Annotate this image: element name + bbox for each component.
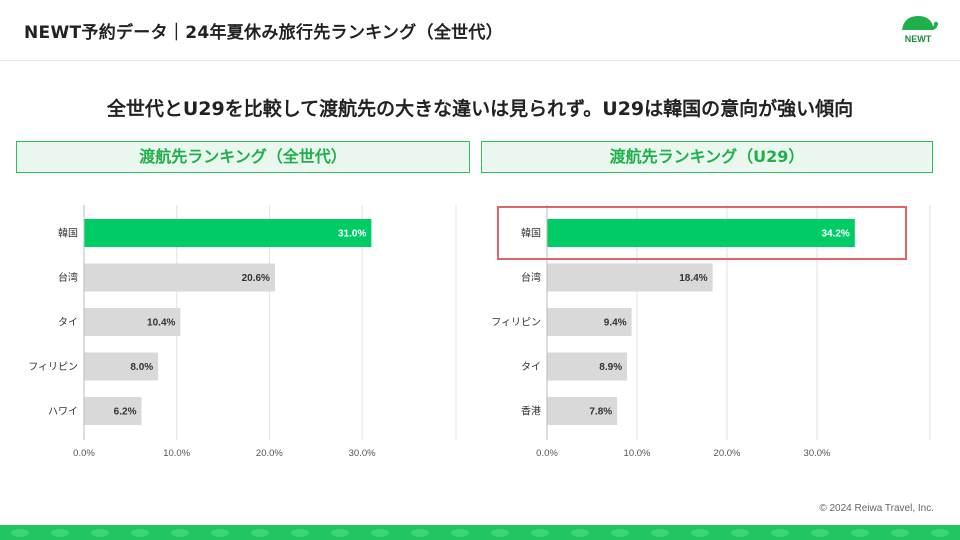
value-label: 8.0% <box>130 362 153 373</box>
turtle-pattern-icon <box>371 529 389 537</box>
turtle-pattern-icon <box>91 529 109 537</box>
turtle-pattern-icon <box>251 529 269 537</box>
category-label: タイ <box>58 317 78 329</box>
bar <box>84 308 181 336</box>
x-tick-label: 0.0% <box>536 448 558 459</box>
bar <box>547 352 628 381</box>
value-label: 18.4% <box>679 273 707 284</box>
turtle-pattern-icon <box>691 529 709 537</box>
footer-band-fill <box>0 525 960 540</box>
value-label: 10.4% <box>147 318 175 329</box>
value-label: 9.4% <box>604 318 627 329</box>
turtle-pattern-icon <box>411 529 429 537</box>
turtle-pattern-icon <box>291 529 309 537</box>
category-label: 台湾 <box>58 271 78 284</box>
turtle-pattern-icon <box>211 529 229 537</box>
turtle-icon <box>902 16 939 30</box>
footer-band <box>0 525 960 540</box>
copyright: © 2024 Reiwa Travel, Inc. <box>819 503 934 514</box>
turtle-pattern-icon <box>11 529 29 537</box>
turtle-pattern-icon <box>331 529 349 537</box>
bar <box>547 219 855 247</box>
bar <box>84 352 159 381</box>
turtle-pattern-icon <box>931 529 949 537</box>
value-label: 7.8% <box>589 407 612 418</box>
page-title: NEWT予約データ｜24年夏休み旅行先ランキング（全世代） <box>24 23 504 43</box>
value-label: 34.2% <box>821 229 849 240</box>
turtle-pattern-icon <box>131 529 149 537</box>
category-label: ハワイ <box>48 407 78 418</box>
headline: 全世代とU29を比較して渡航先の大きな違いは見られず。U29は韓国の意向が強い傾… <box>106 98 854 120</box>
newt-logo: NEWT <box>896 12 940 48</box>
x-tick-label: 30.0% <box>349 448 376 459</box>
header-bar: NEWT予約データ｜24年夏休み旅行先ランキング（全世代） NEWT <box>0 0 960 61</box>
turtle-pattern-icon <box>891 529 909 537</box>
highlight-box <box>497 206 907 260</box>
x-tick-label: 10.0% <box>163 448 190 459</box>
category-label: フィリピン <box>491 317 541 329</box>
category-label: フィリピン <box>28 361 78 373</box>
x-tick-label: 0.0% <box>73 448 95 459</box>
value-label: 20.6% <box>242 273 270 284</box>
x-tick-label: 30.0% <box>804 448 831 459</box>
value-label: 6.2% <box>114 407 137 418</box>
turtle-pattern-icon <box>531 529 549 537</box>
category-label: 韓国 <box>521 228 541 240</box>
chart-u29: 0.0% 10.0% 20.0% 30.0% 韓国 34.2% 台湾 18.4% フィリピン 9.… <box>491 205 931 459</box>
turtle-pattern-icon <box>51 529 69 537</box>
x-tick-label: 10.0% <box>624 448 651 459</box>
logo-text: NEWT <box>904 34 932 44</box>
turtle-pattern-icon <box>171 529 189 537</box>
turtle-pattern-icon <box>731 529 749 537</box>
bar <box>547 308 632 336</box>
category-label: 台湾 <box>521 271 541 284</box>
category-label: タイ <box>521 361 541 373</box>
category-label: 韓国 <box>58 228 78 240</box>
turtle-pattern-icon <box>771 529 789 537</box>
turtle-pattern-icon <box>611 529 629 537</box>
turtle-pattern-icon <box>811 529 829 537</box>
turtle-pattern-icon <box>851 529 869 537</box>
value-label: 31.0% <box>338 229 366 240</box>
bar <box>547 263 713 292</box>
panel-label-all: 渡航先ランキング（全世代） <box>16 141 470 173</box>
x-tick-label: 20.0% <box>256 448 283 459</box>
turtle-pattern-icon <box>491 529 509 537</box>
chart-all-generations: 0.0% 10.0% 20.0% 30.0% 韓国 31.0% 台湾 20.6% タイ 10.4%… <box>28 205 457 459</box>
panel-label-u29: 渡航先ランキング（U29） <box>481 141 933 173</box>
turtle-pattern-icon <box>571 529 589 537</box>
bar <box>84 219 372 247</box>
bar <box>547 397 618 425</box>
bar <box>84 397 142 425</box>
turtle-pattern-icon <box>451 529 469 537</box>
x-tick-label: 20.0% <box>714 448 741 459</box>
category-label: 香港 <box>521 406 541 418</box>
turtle-pattern-icon <box>651 529 669 537</box>
bar <box>84 263 275 292</box>
value-label: 8.9% <box>599 362 622 373</box>
